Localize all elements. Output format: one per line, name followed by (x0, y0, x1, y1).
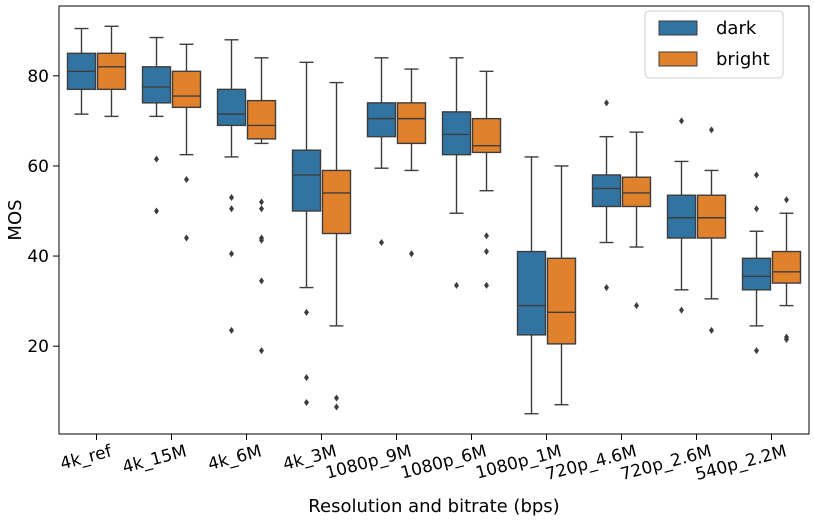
box-dark (216, 39, 247, 334)
x-tick-label: 1080p_9M (324, 442, 414, 484)
box-bright (396, 68, 427, 258)
box-iqr (321, 169, 352, 235)
legend-swatch-dark (658, 20, 698, 36)
box-dark (141, 36, 172, 215)
box-iqr (291, 149, 322, 212)
box-bright (771, 196, 802, 343)
y-axis: 20 40 60 80 (27, 67, 59, 357)
box-dark (741, 171, 772, 355)
box-dark (366, 57, 397, 247)
y-axis-label: MOS (5, 199, 26, 240)
y-tick-label: 60 (27, 157, 49, 177)
outlier-point (304, 374, 309, 382)
outlier-point (229, 326, 234, 334)
x-tick-label: 1080p_6M (399, 442, 489, 484)
outlier-point (304, 308, 309, 316)
box-iqr (441, 111, 472, 156)
x-axis: 4k_ref 4k_15M 4k_6M 4k_3M1080p_9M1080p_6M10… (58, 434, 789, 485)
x-axis-label: Resolution and bitrate (bps) (308, 496, 559, 517)
y-tick-label: 80 (27, 67, 49, 87)
outlier-point (484, 248, 489, 256)
box-iqr (171, 70, 202, 109)
outlier-point (379, 239, 384, 247)
legend-label-bright: bright (716, 49, 770, 70)
box-iqr (771, 250, 802, 284)
outlier-point (679, 117, 684, 125)
outlier-point (679, 306, 684, 314)
box-iqr (621, 176, 652, 208)
outlier-point (709, 126, 714, 134)
outlier-point (229, 205, 234, 213)
outlier-point (484, 232, 489, 240)
outlier-point (484, 281, 489, 289)
outlier-point (154, 155, 159, 163)
outlier-point (259, 236, 264, 244)
plot-frame (58, 5, 810, 435)
box-dark (666, 117, 697, 314)
plot-area (66, 25, 802, 415)
box-dark (441, 57, 472, 289)
box-dark (291, 61, 322, 406)
y-tick-label: 20 (27, 337, 49, 357)
y-tick-label: 40 (27, 247, 49, 267)
box-bright (171, 43, 202, 242)
box-dark (516, 156, 547, 415)
box-iqr (246, 99, 277, 140)
x-tick-label: 4k_15M (120, 442, 188, 478)
outlier-point (184, 175, 189, 183)
outlier-point (754, 347, 759, 355)
outlier-point (634, 302, 639, 310)
outlier-point (334, 394, 339, 402)
box-bright (246, 57, 277, 355)
box-bright (321, 81, 352, 411)
outlier-point (709, 326, 714, 334)
outlier-point (454, 281, 459, 289)
outlier-point (334, 403, 339, 411)
box-iqr (141, 66, 172, 104)
box-iqr (396, 102, 427, 145)
outlier-point (259, 347, 264, 355)
outlier-point (409, 250, 414, 258)
outlier-point (259, 205, 264, 213)
outlier-point (784, 335, 789, 343)
x-tick-label: 4k_6M (206, 442, 264, 475)
outlier-point (754, 171, 759, 179)
box-bright (96, 25, 127, 118)
outlier-point (259, 198, 264, 206)
legend: dark bright (644, 10, 784, 79)
outlier-point (304, 398, 309, 406)
box-iqr (96, 52, 127, 91)
box-bright (471, 70, 502, 289)
box-iqr (366, 102, 397, 138)
box-bright (546, 165, 577, 406)
outlier-point (784, 196, 789, 204)
box-iqr (591, 174, 622, 208)
box-dark (591, 99, 622, 292)
box-iqr (741, 257, 772, 291)
legend-label-dark: dark (716, 18, 757, 39)
outlier-point (604, 99, 609, 107)
box-iqr (216, 88, 247, 127)
legend-swatch-bright (658, 51, 698, 67)
box-bright (621, 131, 652, 310)
box-iqr (516, 250, 547, 336)
box-iqr (666, 194, 697, 239)
box-iqr (696, 194, 727, 239)
box-iqr (471, 117, 502, 154)
outlier-point (754, 205, 759, 213)
box-iqr (546, 257, 577, 345)
outlier-point (229, 250, 234, 258)
outlier-point (604, 284, 609, 292)
outlier-point (229, 193, 234, 201)
box-dark (66, 27, 97, 115)
outlier-point (154, 207, 159, 215)
outlier-point (259, 277, 264, 285)
x-tick-label: 4k_ref (58, 441, 115, 474)
outlier-point (184, 234, 189, 242)
box-bright (696, 126, 727, 334)
